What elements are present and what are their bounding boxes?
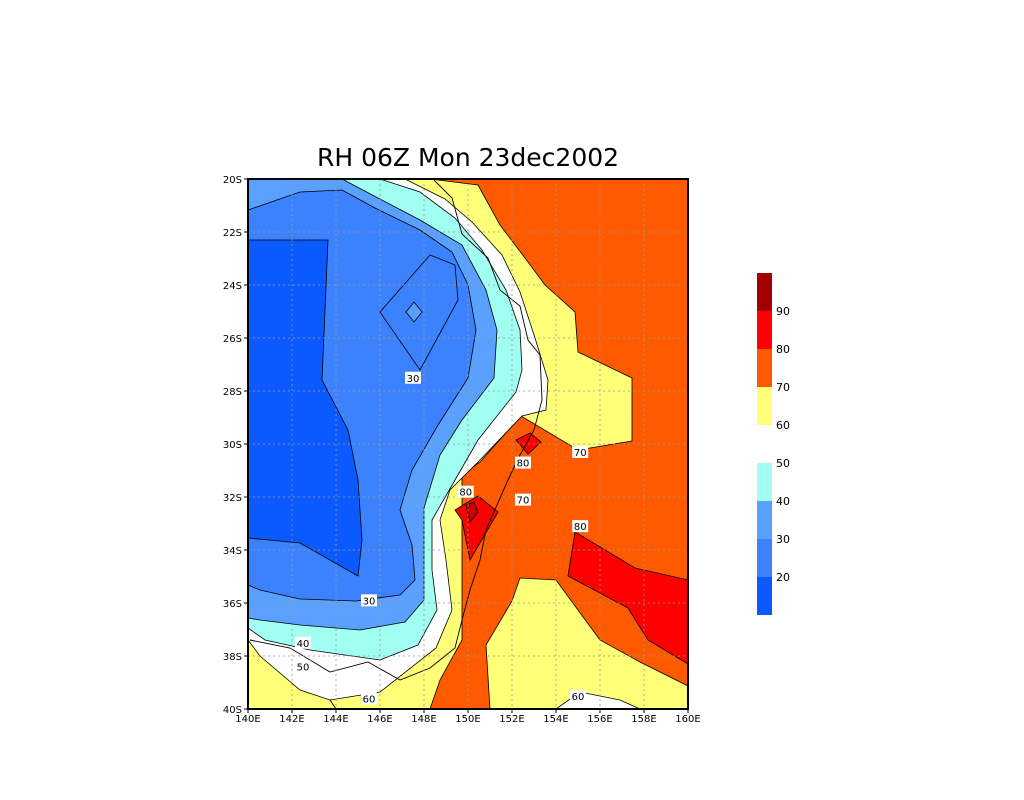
contour-label: 50 <box>295 660 311 674</box>
colorbar-label: 90 <box>776 305 790 318</box>
grid-lines <box>248 179 688 709</box>
svg-text:80: 80 <box>517 459 530 470</box>
x-axis: 140E 142E 144E 146E 148E 150E 152E 154E 156E 158E… <box>235 709 701 725</box>
colorbar-label: 20 <box>776 571 790 584</box>
y-tick-label: 32S <box>223 493 242 504</box>
colorbar-swatch <box>757 463 772 501</box>
y-tick-label: 28S <box>223 387 242 398</box>
x-tick-label: 160E <box>675 714 700 725</box>
y-tick-label: 34S <box>223 546 242 557</box>
chart-title: RH 06Z Mon 23dec2002 <box>317 143 619 172</box>
svg-text:60: 60 <box>572 692 585 703</box>
fill-rh-80-90-b <box>515 432 542 455</box>
colorbar-swatch <box>757 311 772 349</box>
colorbar-swatch <box>757 539 772 577</box>
colorbar-swatch <box>757 577 772 615</box>
contour-label: 80 <box>457 485 474 499</box>
fill-rh-60-70-south <box>485 577 688 709</box>
svg-text:30: 30 <box>407 374 420 385</box>
svg-text:70: 70 <box>574 448 587 459</box>
colorbar-swatch <box>757 501 772 539</box>
contour-label: 70 <box>572 445 589 459</box>
svg-text:60: 60 <box>363 694 376 705</box>
contour-label: 40 <box>295 636 311 650</box>
y-tick-label: 24S <box>223 281 242 292</box>
fill-rh-90-100 <box>465 501 479 523</box>
y-tick-label: 40S <box>223 705 242 716</box>
y-tick-label: 26S <box>223 334 242 345</box>
svg-text:50: 50 <box>297 663 310 674</box>
tasmania-coast <box>329 699 337 709</box>
colorbar-swatch <box>757 425 772 463</box>
x-tick-label: 154E <box>543 714 568 725</box>
y-tick-label: 38S <box>223 652 242 663</box>
contour-label: 60 <box>361 692 377 705</box>
x-tick-label: 146E <box>367 714 392 725</box>
svg-text:80: 80 <box>459 488 472 499</box>
colorbar-label: 50 <box>776 457 790 470</box>
contour-label: 70 <box>515 493 531 507</box>
contour-label: 30 <box>361 594 377 607</box>
colorbar-label: 30 <box>776 533 790 546</box>
colorbar-swatch <box>757 349 772 387</box>
y-tick-label: 22S <box>223 228 242 239</box>
x-tick-label: 148E <box>411 714 436 725</box>
svg-text:40: 40 <box>297 639 310 650</box>
x-tick-label: 142E <box>279 714 304 725</box>
contour-labels: 30 30 40 50 60 60 70 70 80 80 80 <box>295 371 589 705</box>
contour-label: 80 <box>572 520 589 533</box>
contour-label: 80 <box>515 456 531 470</box>
x-tick-label: 152E <box>499 714 524 725</box>
svg-text:30: 30 <box>363 596 376 607</box>
fill-rh-30-40-spot <box>405 301 423 323</box>
x-tick-label: 150E <box>455 714 480 725</box>
y-tick-label: 36S <box>223 599 242 610</box>
svg-text:70: 70 <box>517 496 530 507</box>
colorbar-label: 40 <box>776 495 790 508</box>
contour-label: 30 <box>405 371 421 385</box>
colorbar-label: 80 <box>776 343 790 356</box>
x-tick-label: 156E <box>587 714 612 725</box>
colorbar-swatch <box>757 273 772 311</box>
x-tick-label: 144E <box>323 714 348 725</box>
colorbar-label: 60 <box>776 419 790 432</box>
colorbar-swatch <box>757 387 772 425</box>
fill-rh-80-90-a <box>454 495 499 562</box>
y-tick-label: 20S <box>223 175 242 186</box>
svg-text:80: 80 <box>574 522 587 533</box>
y-tick-label: 30S <box>223 440 242 451</box>
y-axis: 20S 22S 24S 26S 28S 30S 32S 34S 36S 38S 40S <box>223 175 248 716</box>
fill-rh-below-20 <box>248 239 363 577</box>
colorbar-label: 70 <box>776 381 790 394</box>
x-tick-label: 158E <box>631 714 656 725</box>
colorbar: 90 80 70 60 50 40 30 20 <box>757 273 790 615</box>
contour-label: 60 <box>570 689 586 703</box>
plot-area: 30 30 40 50 60 60 70 70 80 80 80 <box>248 179 688 709</box>
x-tick-label: 140E <box>235 714 260 725</box>
